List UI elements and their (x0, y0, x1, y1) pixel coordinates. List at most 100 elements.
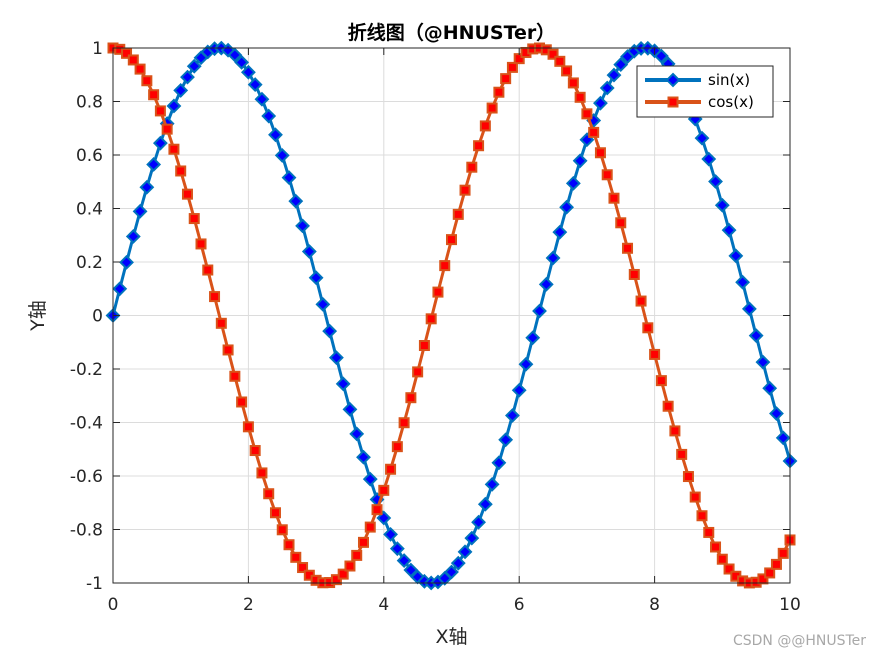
data-point (132, 203, 148, 219)
data-point (770, 558, 782, 570)
legend: sin(x) cos(x) (636, 65, 774, 118)
data-point (588, 126, 600, 138)
x-tick-label: 8 (649, 595, 660, 615)
data-point (444, 564, 459, 580)
data-point (561, 65, 573, 77)
data-point (723, 563, 735, 575)
data-point (209, 291, 221, 303)
data-point (134, 63, 146, 75)
data-point (297, 562, 309, 574)
data-point (389, 541, 405, 557)
data-point (498, 432, 514, 448)
data-point (166, 98, 182, 114)
data-point (222, 344, 234, 356)
data-point (735, 274, 751, 290)
data-point (682, 471, 694, 483)
data-point (613, 57, 629, 72)
data-point (655, 375, 667, 387)
data-point (486, 102, 498, 114)
chart-title: 折线图（@HNUSTer） (348, 21, 556, 44)
data-point (446, 234, 457, 246)
data-point (188, 213, 200, 225)
data-point (581, 108, 593, 120)
data-point (439, 260, 451, 272)
data-point (175, 165, 187, 177)
data-point (362, 471, 378, 487)
data-point (344, 560, 356, 572)
data-point (606, 67, 622, 83)
series-layer (105, 40, 798, 591)
data-point (676, 448, 688, 460)
y-tick-label: -0.4 (70, 414, 103, 434)
data-point (263, 488, 275, 500)
data-point (479, 120, 491, 132)
data-point (229, 370, 241, 382)
data-point (500, 73, 512, 85)
data-point (152, 135, 168, 151)
data-point (554, 55, 566, 67)
data-point (708, 174, 723, 189)
legend-item: sin(x) (645, 71, 750, 89)
data-point (493, 86, 505, 98)
data-point (146, 157, 162, 172)
data-point (202, 264, 214, 276)
x-tick-label: 10 (779, 595, 801, 615)
data-point (396, 553, 412, 568)
data-point (593, 95, 608, 111)
data-point (464, 530, 480, 546)
legend-item: cos(x) (645, 93, 754, 111)
data-point (696, 510, 708, 522)
series-0 (105, 40, 798, 591)
data-point (288, 193, 304, 209)
x-tick-label: 4 (378, 595, 389, 615)
data-point (301, 244, 317, 259)
data-point (547, 48, 559, 60)
y-tick-label: 0 (92, 307, 103, 327)
legend-label: sin(x) (708, 71, 750, 89)
data-point (295, 218, 310, 234)
data-point (762, 380, 778, 396)
data-point (308, 270, 324, 286)
data-point (180, 69, 195, 85)
data-point (412, 366, 424, 378)
data-point (545, 250, 561, 266)
data-point (775, 430, 791, 446)
data-point (364, 521, 376, 533)
legend-marker (667, 96, 679, 108)
data-point (450, 555, 466, 571)
data-point (601, 169, 613, 181)
data-point (532, 303, 547, 319)
watermark-text: CSDN @@HNUSTer (733, 633, 866, 649)
data-point (594, 147, 606, 159)
y-tick-label: -1 (86, 574, 103, 594)
data-point (356, 449, 371, 465)
y-axis-title: Y轴 (27, 300, 49, 332)
data-point (574, 91, 586, 103)
y-tick-label: 1 (92, 39, 103, 59)
data-point (728, 248, 744, 264)
data-point (755, 354, 771, 370)
data-point (538, 276, 554, 292)
data-point (349, 426, 365, 442)
data-point (628, 268, 640, 280)
data-point (703, 526, 715, 538)
data-point (505, 408, 520, 423)
data-point (127, 54, 139, 66)
data-point (112, 281, 128, 297)
data-point (642, 322, 654, 334)
x-tick-label: 0 (108, 595, 119, 615)
data-point (425, 313, 437, 325)
data-point (599, 80, 615, 96)
data-point (283, 539, 295, 551)
data-point (777, 547, 789, 559)
y-tick-label: 0.6 (76, 146, 103, 166)
data-point (281, 170, 297, 186)
x-tick-label: 2 (243, 595, 254, 615)
data-point (471, 514, 486, 530)
x-tick-label: 6 (514, 595, 525, 615)
data-point (351, 549, 363, 561)
y-tick-label: 0.4 (76, 200, 103, 220)
series-1 (107, 42, 796, 589)
data-point (330, 574, 342, 586)
